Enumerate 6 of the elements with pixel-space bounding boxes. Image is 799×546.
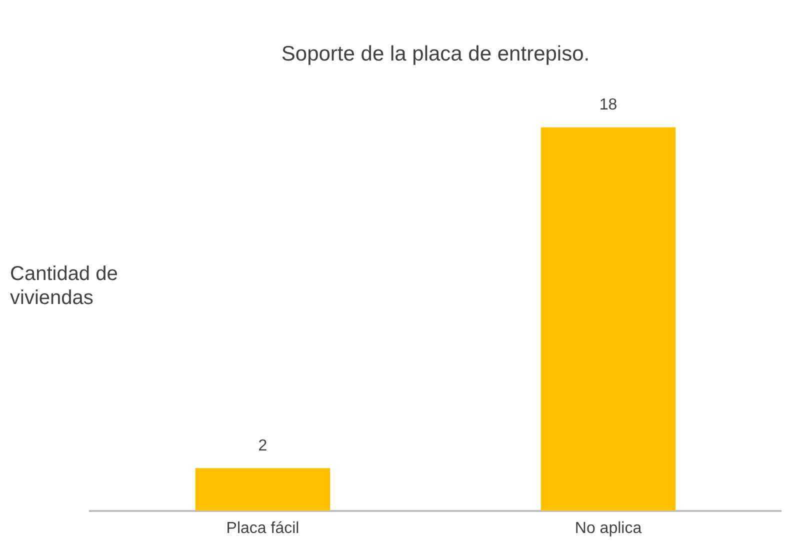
data-label: 2 (258, 438, 268, 455)
chart-title: Soporte de la placa de entrepiso. (281, 42, 590, 66)
y-axis-title: Cantidad de viviendas (10, 262, 119, 310)
data-label: 18 (599, 96, 618, 114)
x-tick-label: No aplica (574, 520, 642, 537)
x-tick-label: Placa fácil (226, 520, 300, 537)
